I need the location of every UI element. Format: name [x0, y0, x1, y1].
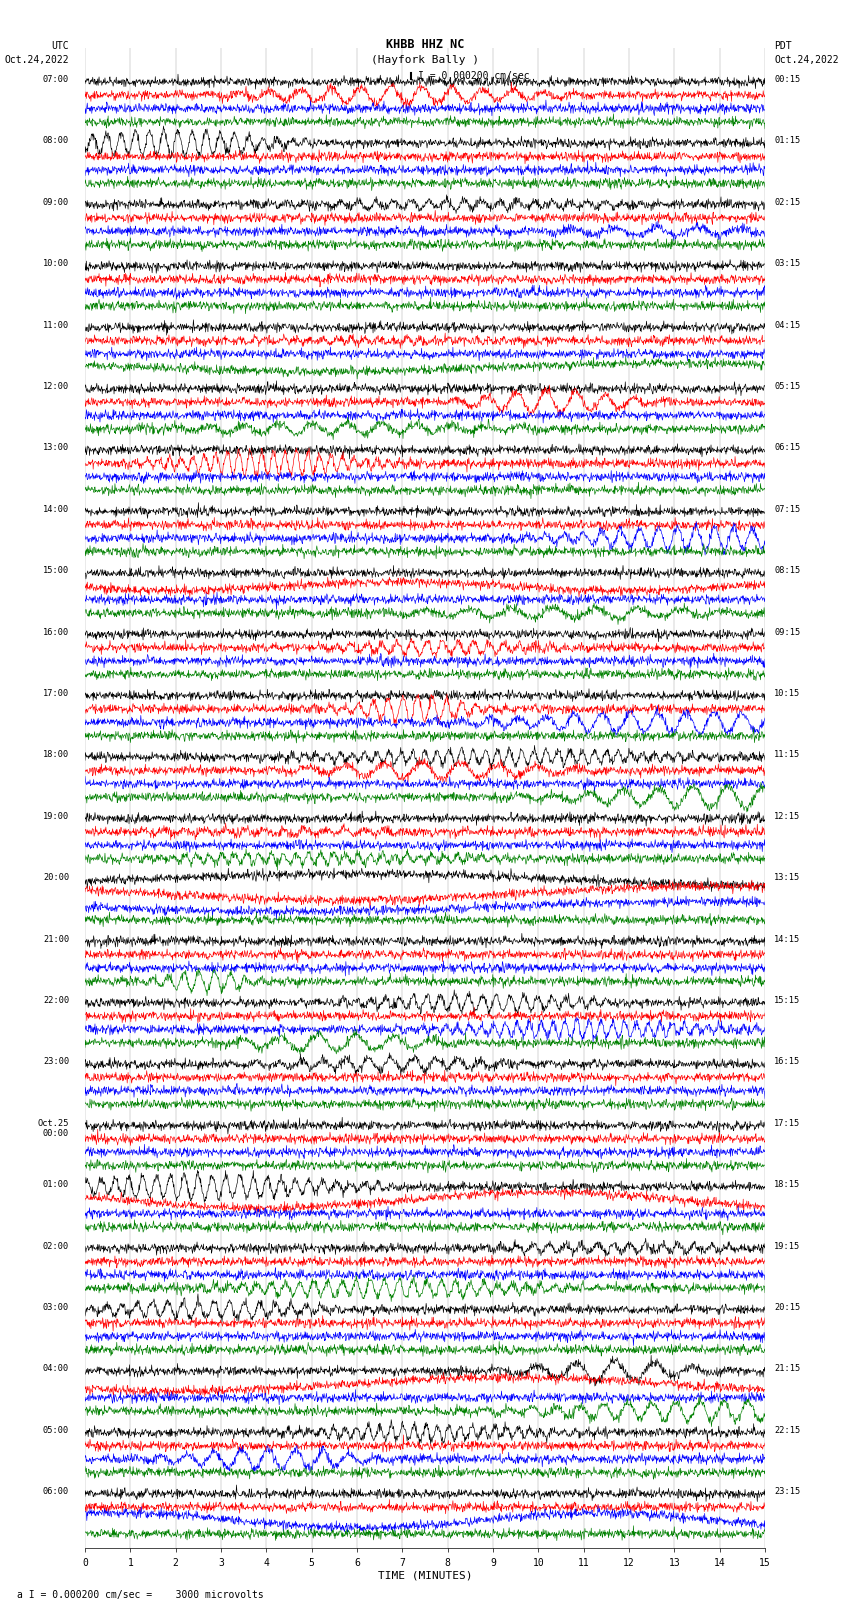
Text: 19:15: 19:15 — [774, 1242, 801, 1250]
Text: 12:00: 12:00 — [42, 382, 69, 390]
Text: 07:00: 07:00 — [42, 76, 69, 84]
Text: 13:15: 13:15 — [774, 873, 801, 882]
Text: Oct.24,2022: Oct.24,2022 — [774, 55, 839, 66]
Text: PDT: PDT — [774, 40, 791, 52]
Text: 23:00: 23:00 — [42, 1058, 69, 1066]
Text: 01:00: 01:00 — [42, 1181, 69, 1189]
Text: 00:15: 00:15 — [774, 76, 801, 84]
Text: 21:15: 21:15 — [774, 1365, 801, 1373]
Text: 22:00: 22:00 — [42, 995, 69, 1005]
Text: UTC: UTC — [52, 40, 69, 52]
Text: Oct.24,2022: Oct.24,2022 — [4, 55, 69, 66]
Text: 16:00: 16:00 — [42, 627, 69, 637]
Text: 02:00: 02:00 — [42, 1242, 69, 1250]
Text: 11:00: 11:00 — [42, 321, 69, 329]
Text: 07:15: 07:15 — [774, 505, 801, 515]
Text: 22:15: 22:15 — [774, 1426, 801, 1434]
Text: 03:00: 03:00 — [42, 1303, 69, 1311]
Text: a I = 0.000200 cm/sec =    3000 microvolts: a I = 0.000200 cm/sec = 3000 microvolts — [17, 1590, 264, 1600]
Text: 23:15: 23:15 — [774, 1487, 801, 1497]
Text: 21:00: 21:00 — [42, 934, 69, 944]
Text: 20:15: 20:15 — [774, 1303, 801, 1311]
Text: 04:00: 04:00 — [42, 1365, 69, 1373]
Text: 05:15: 05:15 — [774, 382, 801, 390]
Text: 12:15: 12:15 — [774, 811, 801, 821]
Text: 10:00: 10:00 — [42, 260, 69, 268]
Text: 16:15: 16:15 — [774, 1058, 801, 1066]
Text: 09:00: 09:00 — [42, 198, 69, 206]
Text: 14:00: 14:00 — [42, 505, 69, 515]
Text: 08:15: 08:15 — [774, 566, 801, 576]
Text: 11:15: 11:15 — [774, 750, 801, 760]
Text: 06:00: 06:00 — [42, 1487, 69, 1497]
Text: Oct.25
00:00: Oct.25 00:00 — [37, 1119, 69, 1139]
Text: 03:15: 03:15 — [774, 260, 801, 268]
Text: 18:15: 18:15 — [774, 1181, 801, 1189]
Text: 08:00: 08:00 — [42, 137, 69, 145]
Text: 01:15: 01:15 — [774, 137, 801, 145]
Text: (Hayfork Bally ): (Hayfork Bally ) — [371, 55, 479, 66]
Text: 17:15: 17:15 — [774, 1119, 801, 1127]
Text: 14:15: 14:15 — [774, 934, 801, 944]
Text: KHBB HHZ NC: KHBB HHZ NC — [386, 39, 464, 52]
X-axis label: TIME (MINUTES): TIME (MINUTES) — [377, 1571, 473, 1581]
Text: I = 0.000200 cm/sec: I = 0.000200 cm/sec — [418, 71, 530, 81]
Text: 20:00: 20:00 — [42, 873, 69, 882]
Text: 15:15: 15:15 — [774, 995, 801, 1005]
Text: 02:15: 02:15 — [774, 198, 801, 206]
Text: 19:00: 19:00 — [42, 811, 69, 821]
Text: 06:15: 06:15 — [774, 444, 801, 452]
Text: 09:15: 09:15 — [774, 627, 801, 637]
Text: 04:15: 04:15 — [774, 321, 801, 329]
Text: 05:00: 05:00 — [42, 1426, 69, 1434]
Text: 15:00: 15:00 — [42, 566, 69, 576]
Text: 13:00: 13:00 — [42, 444, 69, 452]
Text: 10:15: 10:15 — [774, 689, 801, 698]
Text: 18:00: 18:00 — [42, 750, 69, 760]
Text: 17:00: 17:00 — [42, 689, 69, 698]
